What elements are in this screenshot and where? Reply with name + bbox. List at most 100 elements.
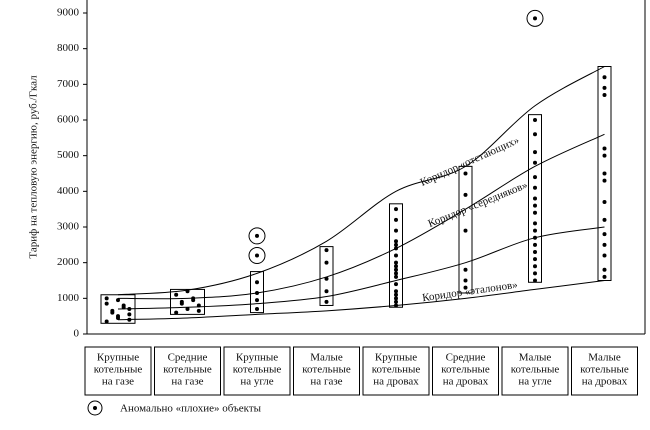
category-label: на газе [310, 376, 342, 388]
range-box [319, 246, 334, 306]
data-point [116, 314, 120, 319]
legend-symbol [93, 406, 97, 410]
data-point [533, 235, 537, 240]
data-point [324, 289, 329, 294]
data-point [533, 271, 537, 276]
corridor-curve [117, 133, 605, 300]
corridor-curve [117, 226, 605, 310]
data-point [602, 93, 607, 98]
data-point [110, 310, 115, 315]
corridor-label: Коридор «отстающих» [418, 134, 521, 189]
data-point [533, 221, 537, 226]
anomaly-ring [526, 9, 544, 27]
data-point [533, 257, 537, 262]
data-point [394, 242, 398, 247]
data-point [602, 85, 607, 90]
data-point [463, 278, 468, 283]
range-box [597, 66, 612, 281]
y-axis-label: Тариф на тепловую энергию, руб./Гкал [28, 75, 40, 259]
category-label: на дровах [582, 376, 628, 388]
y-tick-label: 7000 [57, 78, 80, 90]
y-tick-label: 4000 [57, 185, 80, 197]
data-point [116, 298, 120, 303]
data-point [255, 290, 259, 295]
data-point [127, 317, 132, 322]
data-point [394, 264, 398, 269]
data-point [463, 267, 468, 272]
data-point [394, 299, 398, 304]
data-point [394, 253, 398, 258]
category-box [293, 346, 360, 396]
data-point [174, 292, 179, 297]
data-point [185, 307, 190, 312]
category-box [501, 346, 569, 396]
data-point [394, 267, 398, 272]
data-point [324, 260, 329, 265]
data-point [394, 296, 398, 301]
legend-label: Аномально «плохие» объекты [120, 403, 262, 415]
category-box [223, 346, 291, 396]
data-point [602, 253, 607, 258]
legend-symbol [87, 400, 103, 416]
data-point [104, 319, 109, 324]
data-point [394, 207, 398, 212]
data-point [121, 303, 126, 308]
data-point [602, 274, 607, 279]
y-tick-label: 3000 [57, 221, 80, 233]
range-box [100, 294, 136, 324]
corridor-label: Коридор «середняков» [426, 179, 529, 230]
y-tick-label: 5000 [57, 149, 80, 161]
data-point [533, 160, 537, 165]
y-tick-label: 9000 [57, 7, 80, 19]
data-point [533, 228, 537, 233]
data-point [533, 132, 537, 137]
data-point [602, 267, 607, 272]
data-point [533, 264, 537, 269]
data-point [602, 178, 607, 183]
data-point [463, 192, 468, 197]
data-point [533, 185, 537, 190]
category-label: на газе [171, 376, 203, 388]
category-label: на дровах [443, 376, 489, 388]
category-label: Малые [519, 352, 552, 364]
data-point [324, 299, 329, 304]
anomaly-point [533, 16, 537, 21]
data-point [602, 146, 607, 151]
data-point [533, 249, 537, 254]
data-point [533, 150, 537, 155]
corridor-label: Коридор «эталонов» [421, 279, 518, 304]
data-point [174, 310, 179, 315]
data-point [127, 307, 132, 312]
y-tick-label: 1000 [57, 292, 80, 304]
category-label: Крупные [375, 352, 417, 364]
data-point [255, 298, 259, 303]
category-label: Малые [588, 352, 621, 364]
data-point [255, 280, 259, 285]
y-tick-label: 2000 [57, 256, 80, 268]
category-label: на дровах [373, 376, 419, 388]
data-point [255, 307, 259, 312]
category-label: Крупные [236, 352, 278, 364]
data-point [394, 239, 398, 244]
category-label: на газе [102, 376, 134, 388]
data-point [602, 242, 607, 247]
data-point [394, 217, 398, 222]
category-label: котельные [441, 364, 490, 376]
category-label: Малые [310, 352, 343, 364]
data-point [533, 203, 537, 208]
category-box [84, 346, 152, 396]
data-point [394, 274, 398, 279]
category-label: котельные [580, 364, 629, 376]
anomaly-ring [248, 247, 266, 265]
data-point [602, 232, 607, 237]
y-tick-label: 0 [74, 328, 80, 340]
category-box [432, 346, 499, 396]
data-point [324, 276, 329, 281]
y-tick-label: 6000 [57, 114, 80, 126]
corridor-curve [117, 66, 605, 296]
range-box [250, 271, 264, 314]
data-point [463, 228, 468, 233]
data-point [394, 260, 398, 265]
data-point [185, 289, 190, 294]
